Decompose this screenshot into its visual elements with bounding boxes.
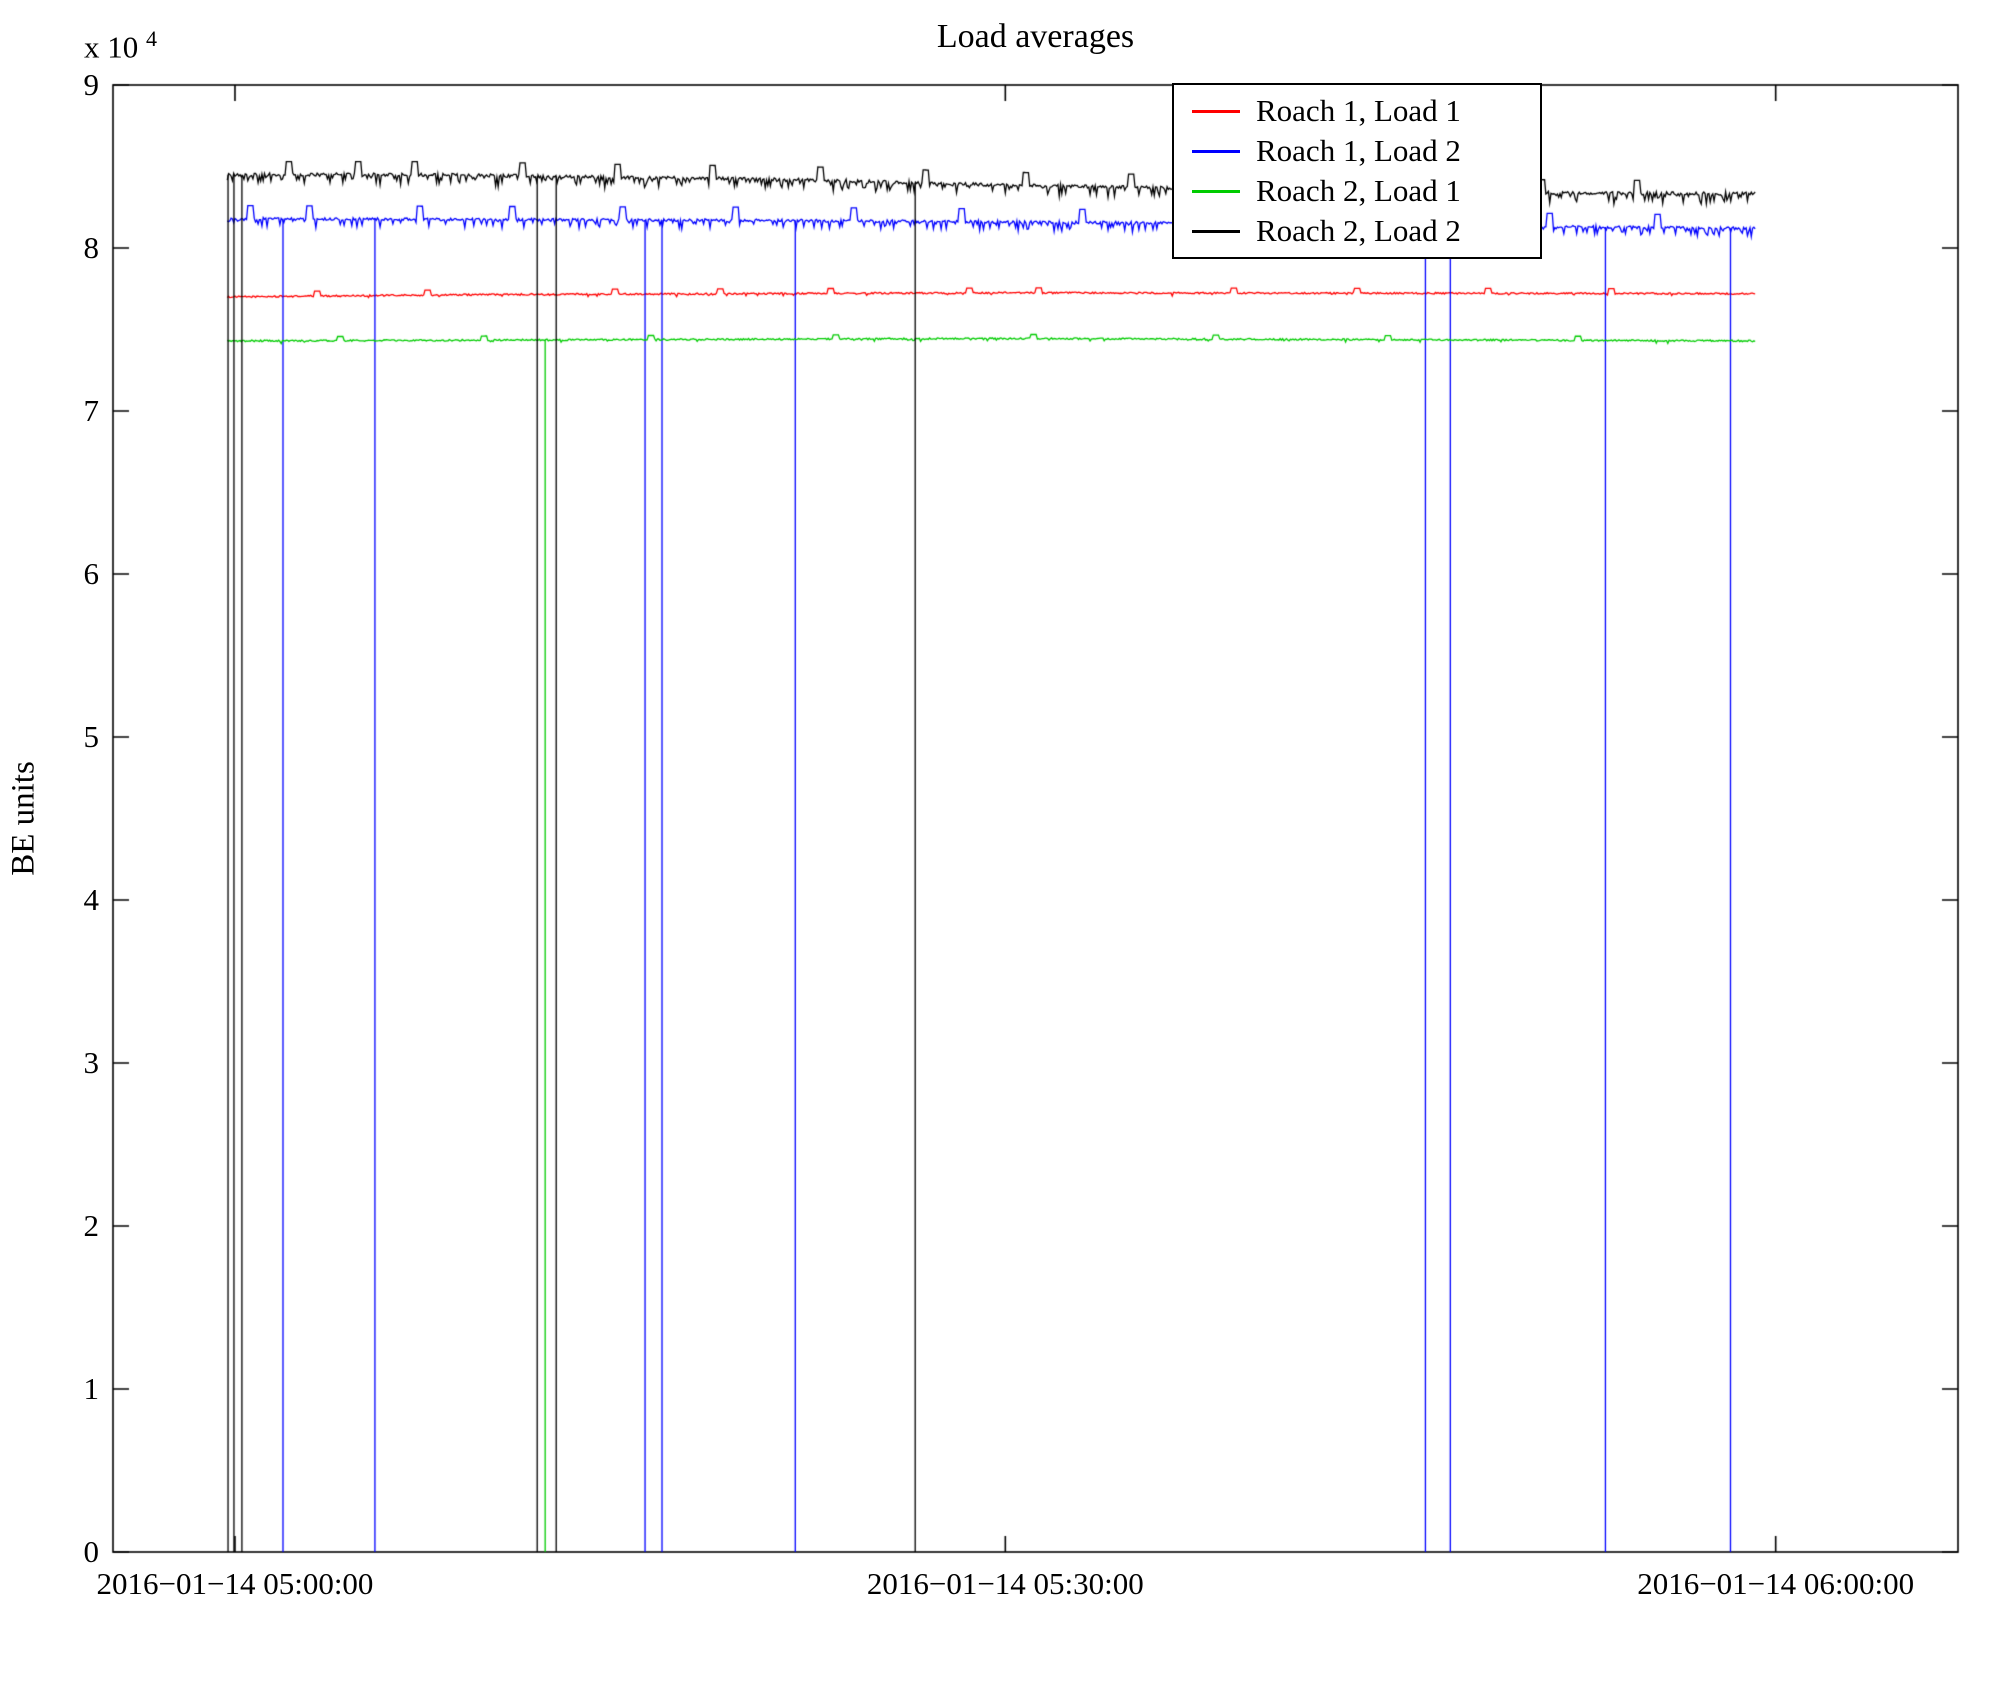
x-tick-label: 2016−01−14 05:30:00 bbox=[866, 1566, 1144, 1601]
y-axis-exponent: x 10 4 bbox=[84, 26, 157, 65]
y-tick-label: 6 bbox=[83, 556, 100, 591]
legend-entry-roach1-load1: Roach 1, Load 1 bbox=[1174, 91, 1540, 131]
y-tick-label: 0 bbox=[83, 1534, 100, 1569]
legend-label-roach2-load2: Roach 2, Load 2 bbox=[1256, 213, 1461, 248]
legend-line-roach1-load1 bbox=[1192, 109, 1240, 113]
y-tick-label: 8 bbox=[83, 230, 100, 265]
y-axis-exponent-power: 4 bbox=[146, 26, 157, 51]
y-axis-exponent-prefix: x 10 bbox=[84, 29, 139, 65]
legend-entry-roach2-load2: Roach 2, Load 2 bbox=[1174, 211, 1540, 251]
legend: Roach 1, Load 1 Roach 1, Load 2 Roach 2,… bbox=[1172, 83, 1542, 259]
y-tick-label: 1 bbox=[83, 1371, 100, 1406]
x-tick-label: 2016−01−14 06:00:00 bbox=[1637, 1566, 1915, 1601]
legend-line-roach1-load2 bbox=[1192, 149, 1240, 153]
legend-entry-roach2-load1: Roach 2, Load 1 bbox=[1174, 171, 1540, 211]
y-tick-label: 5 bbox=[83, 719, 100, 754]
y-tick-label: 2 bbox=[83, 1208, 100, 1243]
legend-label-roach1-load1: Roach 1, Load 1 bbox=[1256, 93, 1461, 128]
y-tick-label: 3 bbox=[83, 1045, 100, 1080]
y-tick-label: 9 bbox=[83, 67, 100, 102]
legend-line-roach2-load1 bbox=[1192, 189, 1240, 193]
legend-label-roach2-load1: Roach 2, Load 1 bbox=[1256, 173, 1461, 208]
legend-line-roach2-load2 bbox=[1192, 229, 1240, 233]
x-tick-label: 2016−01−14 05:00:00 bbox=[96, 1566, 374, 1601]
y-tick-label: 4 bbox=[83, 882, 100, 917]
legend-entry-roach1-load2: Roach 1, Load 2 bbox=[1174, 131, 1540, 171]
legend-label-roach1-load2: Roach 1, Load 2 bbox=[1256, 133, 1461, 168]
chart-title: Load averages bbox=[936, 18, 1135, 55]
y-tick-label: 7 bbox=[83, 393, 100, 428]
